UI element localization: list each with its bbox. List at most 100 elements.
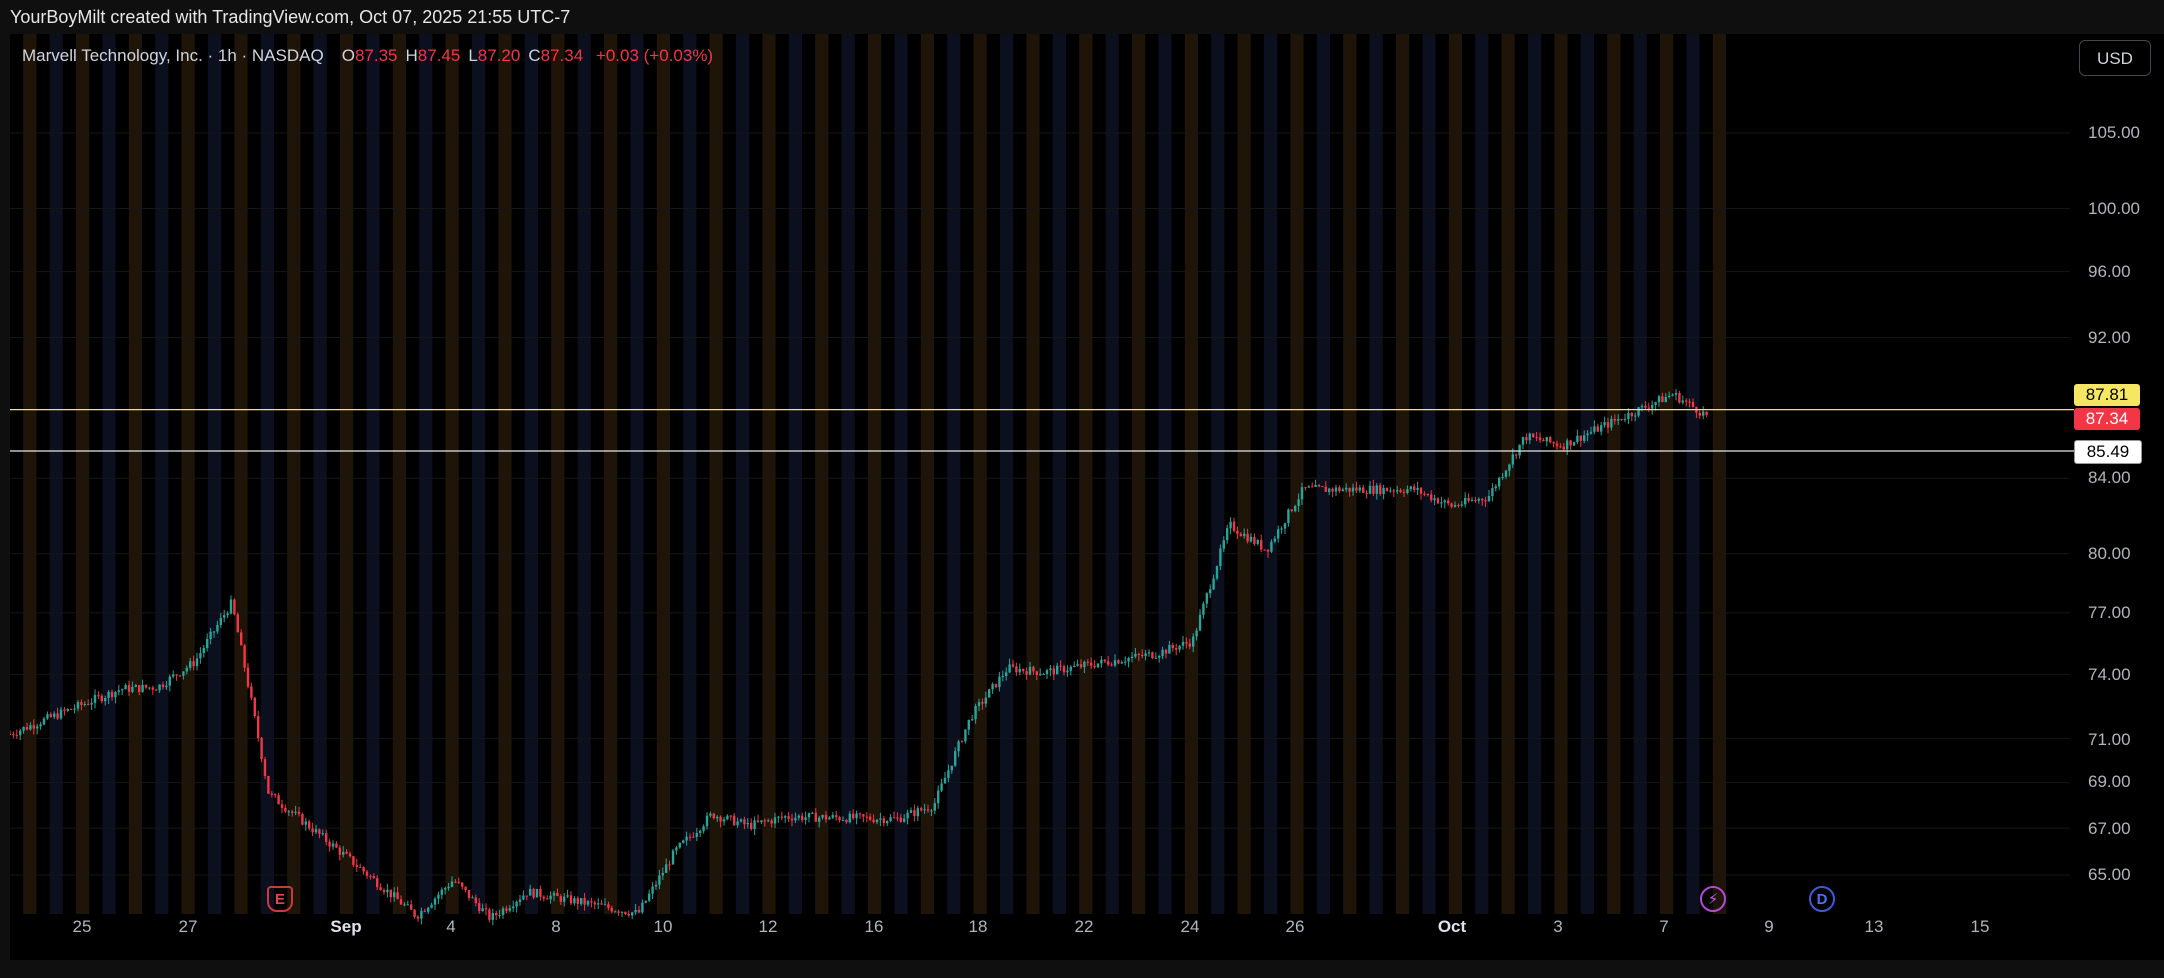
- price-chart[interactable]: [10, 34, 2164, 960]
- candle-body: [1511, 454, 1514, 465]
- candle-body: [1107, 661, 1110, 665]
- candle-body: [1566, 440, 1569, 450]
- candle-body: [19, 730, 22, 736]
- candle-body: [168, 676, 171, 686]
- candle-body: [471, 897, 474, 899]
- candle-body: [994, 683, 998, 688]
- candle-body: [862, 814, 865, 817]
- candle-body: [1239, 533, 1242, 537]
- candle-body: [967, 719, 970, 730]
- candle-body: [882, 818, 885, 824]
- candle-body: [1399, 490, 1402, 492]
- session-stripe: [1369, 34, 1383, 914]
- candle-body: [1076, 664, 1079, 666]
- dividend-marker[interactable]: D: [1809, 886, 1835, 912]
- candle-body: [858, 813, 862, 815]
- candle-body: [260, 737, 263, 760]
- candle-body: [603, 904, 607, 906]
- candle-body: [777, 816, 780, 818]
- candle-body: [1617, 419, 1620, 421]
- chart-caption: YourBoyMilt created with TradingView.com…: [10, 7, 571, 27]
- candle-body: [1596, 426, 1599, 432]
- candle-body: [1423, 493, 1426, 495]
- session-stripe: [313, 34, 327, 914]
- candle-body: [1066, 670, 1069, 673]
- candle-body: [943, 778, 947, 784]
- candle-body: [15, 735, 18, 736]
- candle-body: [440, 889, 443, 895]
- earnings-marker[interactable]: E: [267, 886, 293, 912]
- session-stripe: [1633, 34, 1647, 914]
- candle-body: [284, 807, 287, 812]
- candle-body: [1198, 614, 1202, 631]
- chart-area[interactable]: Marvell Technology, Inc. · 1h · NASDAQ O8…: [10, 34, 2164, 960]
- candle-body: [1481, 498, 1484, 501]
- candle-body: [1192, 636, 1195, 647]
- candle-body: [733, 815, 736, 826]
- candle-body: [559, 896, 562, 902]
- candle-body: [1698, 412, 1701, 416]
- candle-body: [274, 794, 277, 796]
- candle-body: [12, 734, 15, 736]
- candle-body: [1127, 658, 1130, 662]
- candle-body: [957, 741, 960, 752]
- horizontal-levels: [10, 409, 2074, 452]
- candle-body: [566, 895, 569, 897]
- candle-body: [413, 909, 416, 917]
- change-value: +0.03 (+0.03%): [595, 46, 714, 65]
- candle-body: [1634, 415, 1637, 417]
- currency-button[interactable]: USD: [2079, 40, 2151, 76]
- candle-body: [1416, 487, 1419, 490]
- candle-body: [304, 821, 307, 825]
- candle-body: [243, 645, 246, 668]
- candle-body: [206, 639, 209, 648]
- candle-body: [1263, 549, 1266, 551]
- x-tick-label: 10: [653, 917, 673, 936]
- candle-body: [1015, 666, 1018, 673]
- candle-body: [1334, 487, 1338, 492]
- candle-body: [263, 759, 267, 776]
- candle-body: [665, 864, 668, 873]
- split-marker[interactable]: ⚡: [1700, 886, 1726, 912]
- candle-body: [1569, 440, 1572, 446]
- candle-body: [359, 866, 362, 868]
- candle-body: [1681, 400, 1684, 403]
- candle-body: [1640, 405, 1644, 408]
- candle-body: [654, 884, 658, 887]
- candle-body: [583, 898, 586, 905]
- candle-body: [767, 820, 770, 822]
- candle-body: [1426, 494, 1429, 495]
- candle-body: [348, 853, 352, 857]
- candle-body: [1555, 443, 1559, 447]
- candle-body: [474, 897, 477, 904]
- candle-body: [1440, 502, 1443, 504]
- candle-body: [1236, 530, 1239, 534]
- candle-body: [1273, 538, 1276, 542]
- candle-body: [240, 632, 243, 646]
- session-stripe: [76, 34, 90, 914]
- candle-body: [250, 686, 253, 698]
- candle-body: [1453, 505, 1457, 507]
- candle-body: [899, 817, 902, 822]
- candle-body: [590, 901, 593, 903]
- y-tick-label: 69.00: [2088, 772, 2131, 791]
- candle-body: [1545, 437, 1548, 442]
- candle-body: [144, 684, 148, 688]
- candle-body: [53, 713, 56, 717]
- session-stripe: [1501, 34, 1515, 914]
- session-stripe: [445, 34, 459, 914]
- y-tick-label: 80.00: [2088, 544, 2131, 563]
- candle-body: [821, 815, 824, 818]
- candle-body: [80, 702, 83, 705]
- y-tick-label: 77.00: [2088, 603, 2131, 622]
- candle-body: [1630, 413, 1633, 417]
- candle-body: [1467, 498, 1470, 501]
- candle-body: [1341, 489, 1344, 492]
- session-stripe: [604, 34, 618, 914]
- y-tick-label: 92.00: [2088, 328, 2131, 347]
- candle-body: [454, 881, 457, 883]
- session-backgrounds: [23, 34, 1726, 914]
- candle-body: [964, 729, 967, 742]
- candle-body: [716, 816, 719, 819]
- candle-body: [872, 819, 875, 823]
